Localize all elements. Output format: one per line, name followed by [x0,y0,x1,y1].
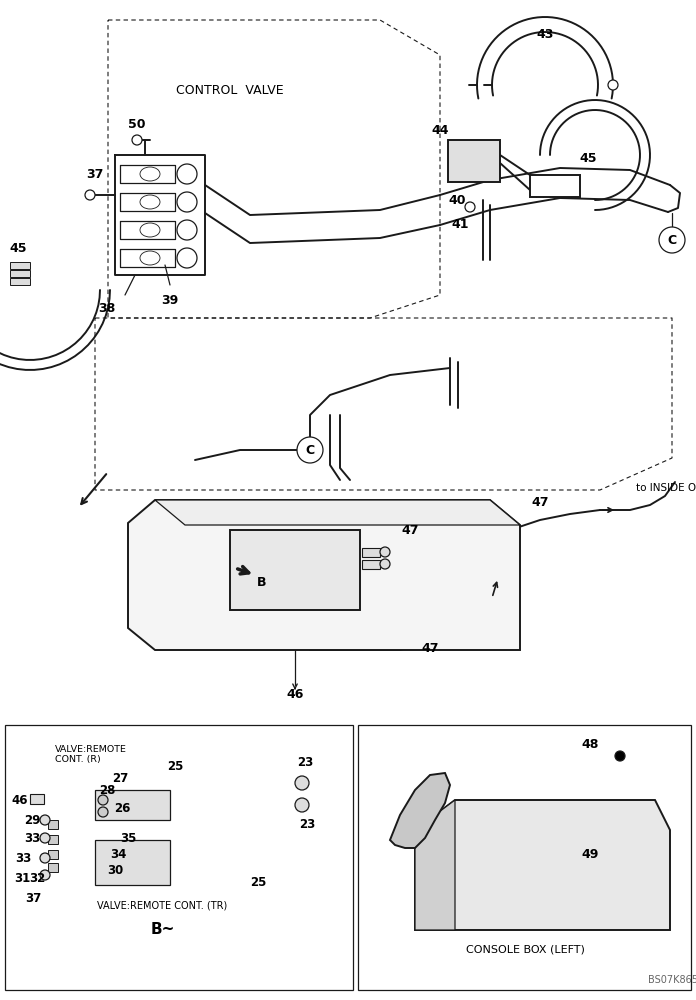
Polygon shape [415,800,455,930]
Ellipse shape [140,167,160,181]
Text: 34: 34 [110,848,126,861]
Text: 46: 46 [12,794,29,806]
Text: 29: 29 [24,814,40,826]
Text: 28: 28 [99,784,115,796]
Circle shape [615,751,625,761]
Polygon shape [128,500,520,650]
Text: 37: 37 [25,892,41,904]
Polygon shape [415,800,670,930]
Text: 30: 30 [107,863,123,876]
Text: 25: 25 [250,876,266,890]
Text: 40: 40 [448,194,466,207]
Bar [48,820,58,829]
Circle shape [177,164,197,184]
Text: 32: 32 [29,871,45,884]
Bar [448,140,500,182]
Text: 33: 33 [24,832,40,844]
Bar [5,725,353,990]
Circle shape [380,559,390,569]
Text: B~: B~ [151,922,175,938]
Text: 25: 25 [167,760,183,772]
Text: CONTROL  VALVE: CONTROL VALVE [176,84,284,97]
Bar [30,794,44,804]
Circle shape [98,807,108,817]
Text: 48: 48 [581,738,599,752]
Ellipse shape [140,223,160,237]
Text: C: C [306,444,315,456]
Circle shape [98,795,108,805]
Text: 41: 41 [451,219,468,232]
Circle shape [177,220,197,240]
Circle shape [40,833,50,843]
Text: VALVE:REMOTE
CONT. (R): VALVE:REMOTE CONT. (R) [55,745,127,764]
Bar [358,725,691,990]
Circle shape [659,227,685,253]
Text: 47: 47 [421,642,438,654]
Text: 45: 45 [9,241,26,254]
Circle shape [608,80,618,90]
Text: 27: 27 [112,772,128,786]
Text: 43: 43 [537,28,554,41]
Text: VALVE:REMOTE CONT. (TR): VALVE:REMOTE CONT. (TR) [97,900,227,910]
Circle shape [85,190,95,200]
Circle shape [295,776,309,790]
Polygon shape [390,773,450,848]
Bar [362,560,380,569]
Circle shape [295,798,309,812]
Text: B: B [257,576,267,588]
Text: 46: 46 [286,688,303,702]
Text: 23: 23 [299,818,315,832]
Ellipse shape [140,251,160,265]
Text: CONSOLE BOX (LEFT): CONSOLE BOX (LEFT) [466,945,585,955]
Text: 31: 31 [14,871,30,884]
Ellipse shape [140,195,160,209]
Bar [48,850,58,859]
Bar [530,175,580,197]
Bar [10,278,30,285]
Text: 35: 35 [120,832,136,844]
Circle shape [177,248,197,268]
Circle shape [380,547,390,557]
Circle shape [297,437,323,463]
Text: 23: 23 [297,756,313,768]
Bar [95,790,170,820]
Text: to INSIDE OF A CAB: to INSIDE OF A CAB [636,483,696,493]
Text: 38: 38 [98,302,116,314]
Bar [362,548,380,557]
Circle shape [40,853,50,863]
Text: 47: 47 [531,495,548,508]
Text: 26: 26 [114,802,130,814]
Text: BS07K865: BS07K865 [648,975,696,985]
Bar [48,863,58,872]
Bar [48,835,58,844]
Text: 33: 33 [15,852,31,864]
Polygon shape [155,500,520,525]
Circle shape [132,135,142,145]
Bar [10,262,30,269]
Bar [95,840,170,885]
Circle shape [465,202,475,212]
Bar [230,530,360,610]
Circle shape [177,192,197,212]
Circle shape [40,870,50,880]
Text: 44: 44 [432,123,449,136]
Text: 39: 39 [161,294,179,306]
Text: 50: 50 [128,118,145,131]
Text: 45: 45 [579,151,596,164]
Circle shape [40,815,50,825]
Text: 49: 49 [581,848,599,861]
Text: 47: 47 [402,524,419,536]
Text: C: C [667,233,677,246]
Text: 37: 37 [86,168,104,182]
Bar [10,270,30,277]
